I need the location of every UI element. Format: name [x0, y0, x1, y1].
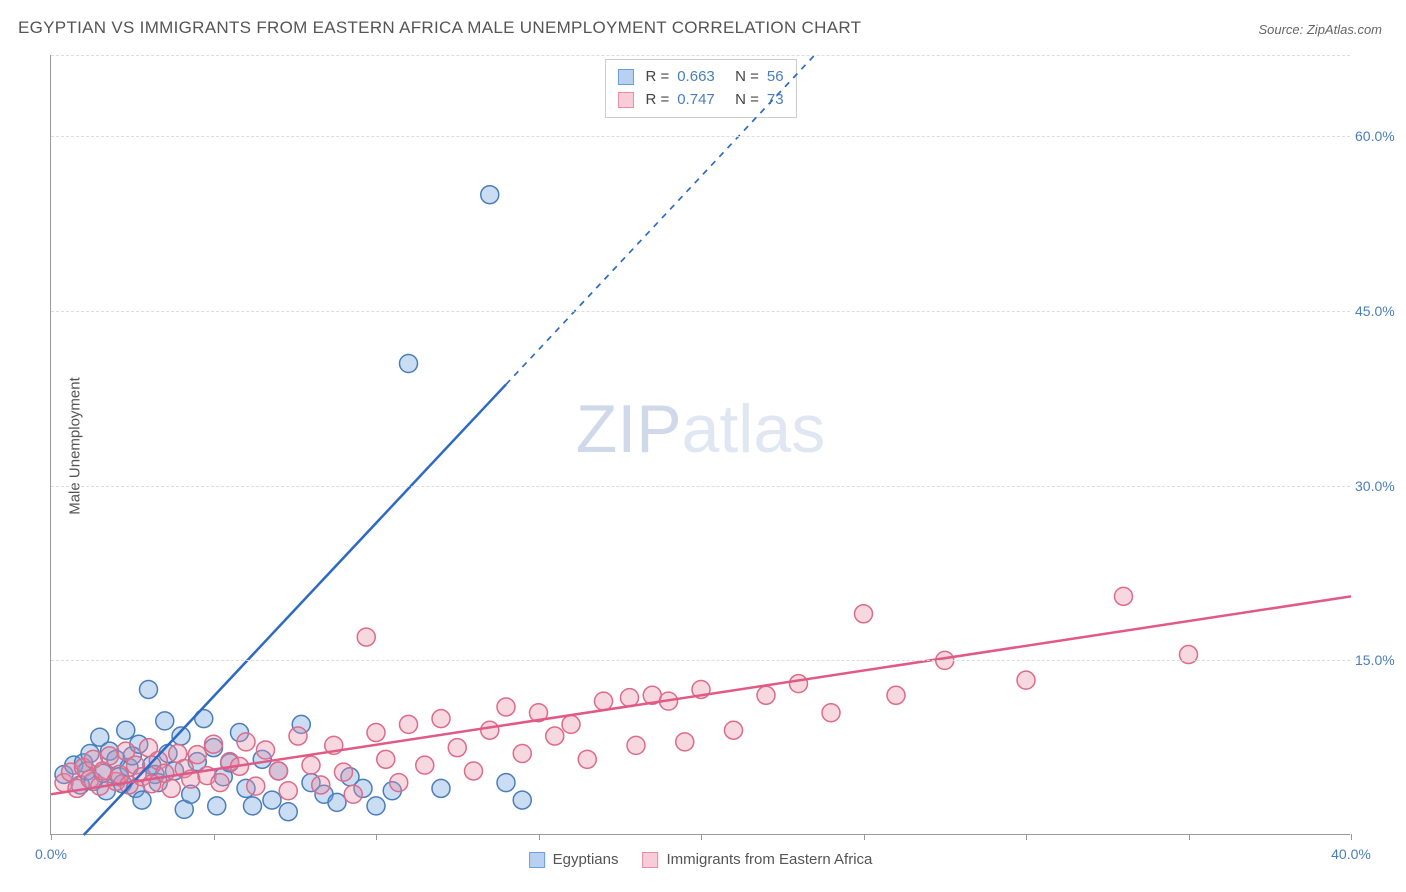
scatter-point: [133, 791, 151, 809]
scatter-point: [344, 785, 362, 803]
scatter-point: [513, 791, 531, 809]
y-tick-label: 60.0%: [1355, 128, 1406, 144]
x-tick-mark: [1026, 834, 1027, 840]
x-tick-label: 0.0%: [35, 846, 67, 862]
scatter-point: [562, 715, 580, 733]
scatter-point: [497, 698, 515, 716]
scatter-point: [247, 777, 265, 795]
scatter-point: [312, 776, 330, 794]
scatter-point: [513, 745, 531, 763]
scatter-point: [208, 797, 226, 815]
scatter-point: [289, 727, 307, 745]
scatter-point: [465, 762, 483, 780]
scatter-point: [302, 756, 320, 774]
scatter-point: [578, 750, 596, 768]
scatter-point: [377, 750, 395, 768]
legend-item-egyptians: Egyptians: [529, 851, 619, 868]
scatter-point: [790, 675, 808, 693]
scatter-point: [328, 793, 346, 811]
x-tick-label: 40.0%: [1331, 846, 1371, 862]
scatter-point: [211, 774, 229, 792]
swatch-icon: [642, 852, 658, 868]
x-tick-mark: [1189, 834, 1190, 840]
y-tick-label: 30.0%: [1355, 478, 1406, 494]
scatter-point: [140, 680, 158, 698]
trend-line: [51, 596, 1351, 794]
scatter-point: [367, 797, 385, 815]
scatter-point: [237, 733, 255, 751]
gridline: [51, 486, 1350, 487]
x-tick-mark: [1351, 834, 1352, 840]
gridline: [51, 136, 1350, 137]
series-legend: Egyptians Immigrants from Eastern Africa: [529, 851, 873, 868]
scatter-point: [400, 355, 418, 373]
trend-line: [84, 384, 506, 835]
x-tick-mark: [539, 834, 540, 840]
scatter-point: [244, 797, 262, 815]
scatter-point: [156, 712, 174, 730]
scatter-point: [205, 735, 223, 753]
scatter-point: [725, 721, 743, 739]
scatter-point: [448, 739, 466, 757]
scatter-point: [595, 692, 613, 710]
scatter-point: [400, 715, 418, 733]
chart-title: EGYPTIAN VS IMMIGRANTS FROM EASTERN AFRI…: [18, 18, 861, 38]
scatter-point: [1017, 671, 1035, 689]
scatter-point: [416, 756, 434, 774]
source-label: Source: ZipAtlas.com: [1258, 22, 1382, 37]
scatter-point: [546, 727, 564, 745]
scatter-point: [270, 762, 288, 780]
swatch-icon: [529, 852, 545, 868]
scatter-point: [627, 736, 645, 754]
scatter-point: [390, 774, 408, 792]
plot-area: ZIPatlas R = 0.663 N = 56 R = 0.747 N = …: [50, 55, 1350, 835]
scatter-point: [497, 774, 515, 792]
correlation-chart: EGYPTIAN VS IMMIGRANTS FROM EASTERN AFRI…: [0, 0, 1406, 892]
gridline: [51, 311, 1350, 312]
x-tick-mark: [51, 834, 52, 840]
scatter-point: [481, 186, 499, 204]
x-tick-mark: [701, 834, 702, 840]
y-tick-label: 15.0%: [1355, 652, 1406, 668]
scatter-point: [263, 791, 281, 809]
scatter-point: [279, 782, 297, 800]
scatter-point: [855, 605, 873, 623]
scatter-point: [101, 747, 119, 765]
scatter-point: [822, 704, 840, 722]
plot-svg: [51, 55, 1350, 834]
scatter-point: [432, 710, 450, 728]
x-tick-mark: [214, 834, 215, 840]
x-tick-mark: [376, 834, 377, 840]
scatter-point: [357, 628, 375, 646]
scatter-point: [117, 721, 135, 739]
legend-label: Immigrants from Eastern Africa: [666, 851, 872, 868]
scatter-point: [257, 741, 275, 759]
scatter-point: [279, 803, 297, 821]
trend-line-dashed: [506, 55, 815, 384]
scatter-point: [887, 686, 905, 704]
gridline: [51, 55, 1350, 56]
legend-item-eastern-africa: Immigrants from Eastern Africa: [642, 851, 872, 868]
y-tick-label: 45.0%: [1355, 303, 1406, 319]
scatter-point: [432, 779, 450, 797]
scatter-point: [757, 686, 775, 704]
scatter-point: [367, 724, 385, 742]
gridline: [51, 660, 1350, 661]
scatter-point: [335, 763, 353, 781]
scatter-point: [481, 721, 499, 739]
scatter-point: [621, 689, 639, 707]
x-tick-mark: [864, 834, 865, 840]
scatter-point: [162, 779, 180, 797]
scatter-point: [1115, 587, 1133, 605]
scatter-point: [188, 746, 206, 764]
scatter-point: [676, 733, 694, 751]
legend-label: Egyptians: [553, 851, 619, 868]
